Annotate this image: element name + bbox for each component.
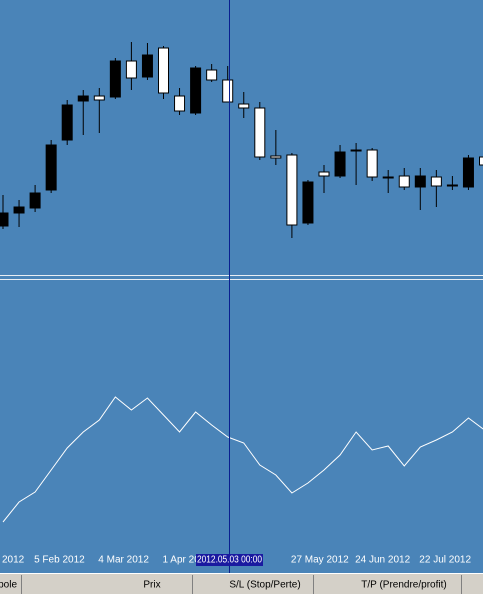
candle-body bbox=[29, 192, 41, 209]
crosshair-label-box bbox=[196, 554, 263, 566]
candle-body bbox=[366, 149, 378, 178]
candle-body bbox=[109, 60, 121, 98]
candle-body bbox=[190, 67, 202, 114]
candle-body bbox=[158, 47, 169, 94]
crosshair-label: 2012.05.03 00:00 bbox=[197, 555, 262, 566]
candle-body bbox=[141, 54, 153, 78]
tab-label[interactable]: pole bbox=[0, 580, 17, 591]
candle-body bbox=[302, 181, 314, 224]
candle-body bbox=[13, 206, 25, 214]
tab-label[interactable]: Prix bbox=[143, 580, 160, 591]
candle-body bbox=[254, 107, 266, 158]
candle-body bbox=[430, 176, 442, 187]
candle-body bbox=[77, 95, 89, 102]
tab-bar bbox=[0, 573, 483, 594]
chart-background bbox=[0, 0, 483, 573]
candle-body bbox=[206, 69, 218, 81]
x-tick-label: 5 Feb 2012 bbox=[34, 555, 85, 566]
candle-body bbox=[334, 151, 346, 177]
x-tick-label: 22 Jul 2012 bbox=[419, 555, 471, 566]
candle-body bbox=[238, 103, 250, 109]
candle-body bbox=[462, 157, 474, 188]
indicator-line bbox=[2, 396, 483, 523]
candle-body bbox=[0, 212, 9, 227]
candle-body bbox=[270, 155, 282, 159]
candle-body bbox=[45, 144, 57, 191]
candle-body bbox=[93, 95, 105, 101]
candle-body bbox=[479, 156, 483, 166]
x-tick-label: 2012 bbox=[2, 555, 25, 566]
tab-label[interactable]: T/P (Prendre/profit) bbox=[361, 580, 446, 591]
x-tick-label: 27 May 2012 bbox=[291, 555, 349, 566]
candle-body bbox=[61, 104, 73, 141]
candle-body bbox=[382, 176, 394, 179]
candle-body bbox=[174, 95, 186, 112]
candle-body bbox=[286, 154, 298, 226]
candle-body bbox=[318, 171, 330, 177]
candle-body bbox=[398, 175, 410, 188]
candle-body bbox=[350, 149, 362, 152]
candle-body bbox=[125, 60, 137, 79]
x-tick-label: 4 Mar 2012 bbox=[98, 555, 149, 566]
candle-body bbox=[222, 79, 234, 103]
candle-body bbox=[414, 175, 426, 188]
x-tick-label: 24 Jun 2012 bbox=[355, 555, 410, 566]
x-tick-label: 1 Apr 2012 bbox=[163, 555, 212, 566]
tab-label[interactable]: S/L (Stop/Perte) bbox=[229, 580, 300, 591]
candle-body bbox=[446, 184, 458, 187]
